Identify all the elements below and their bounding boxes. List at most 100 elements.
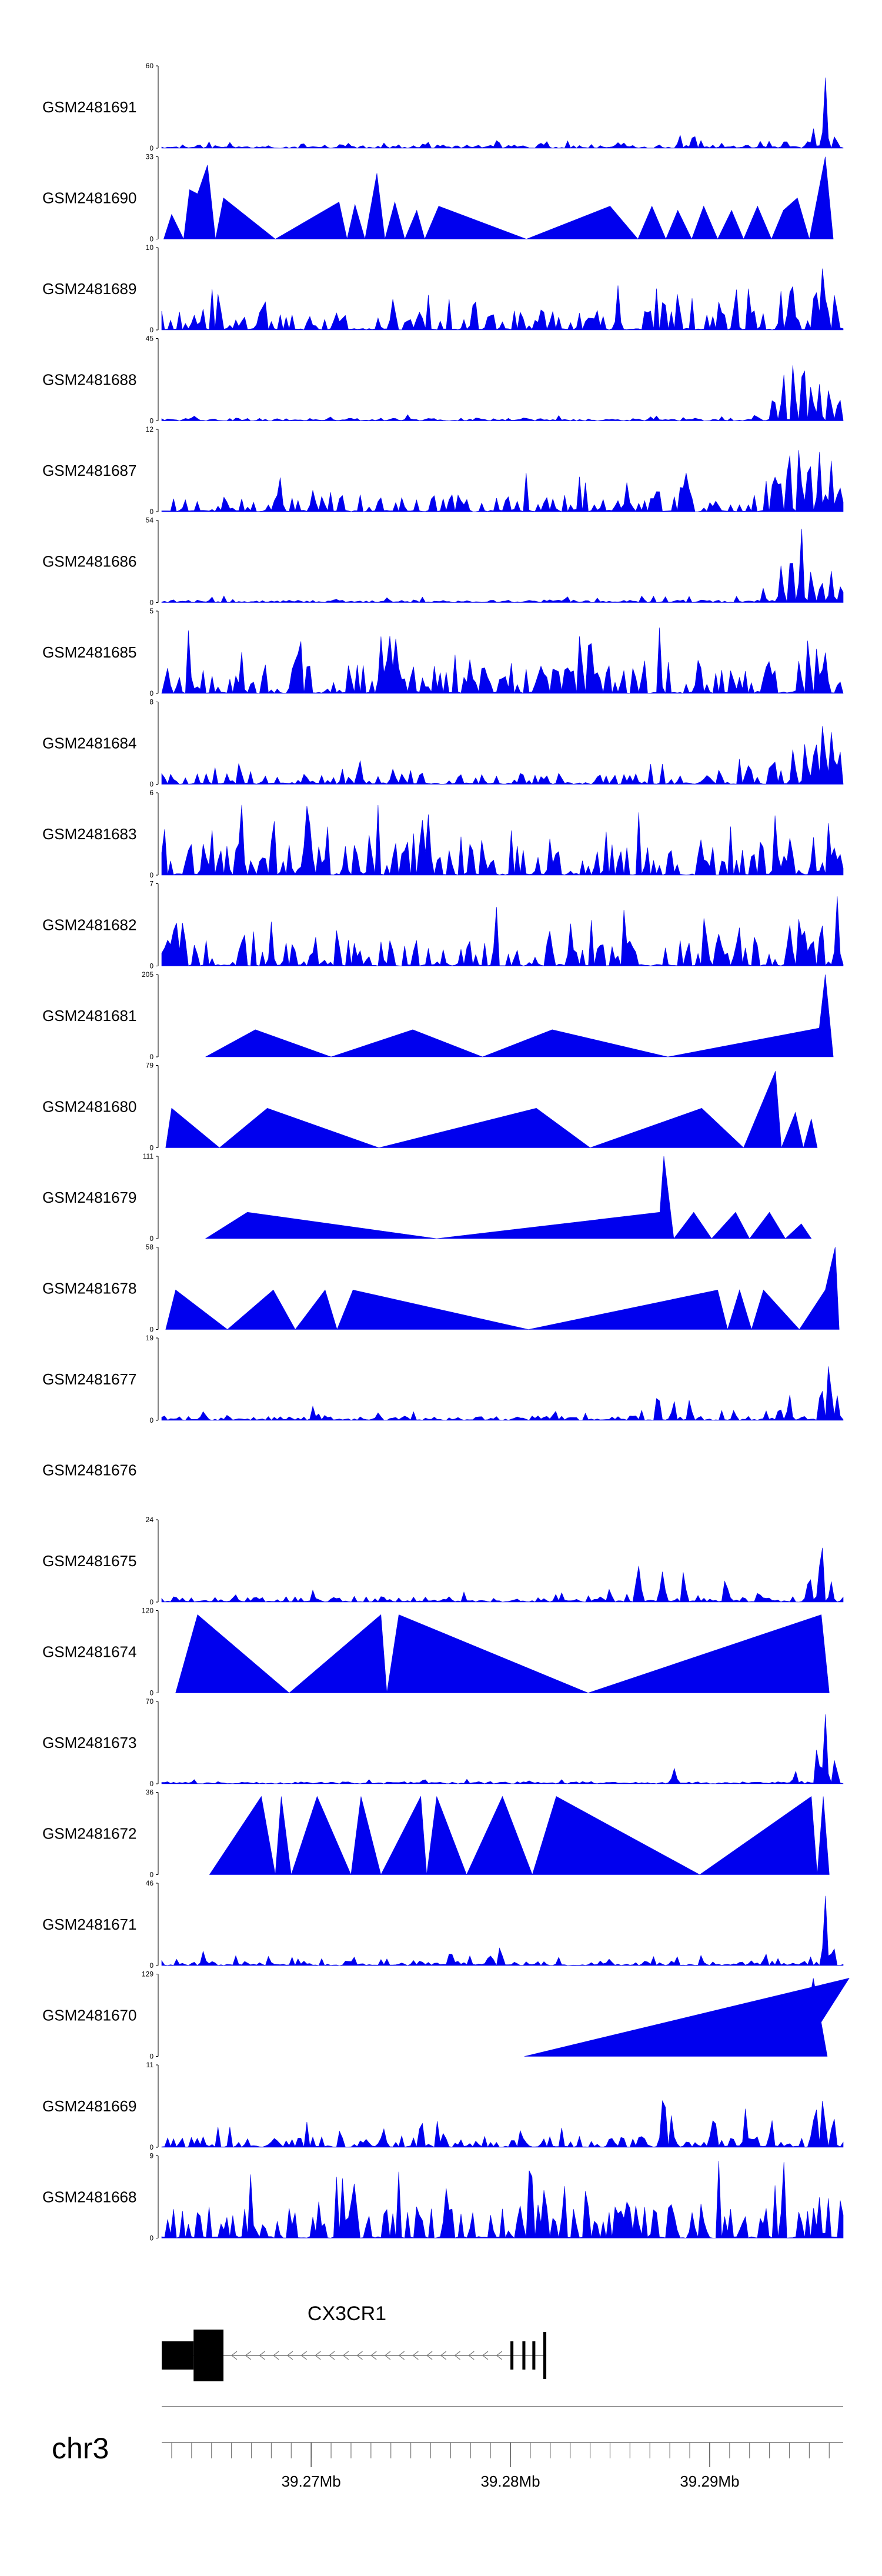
strand-arrow — [315, 2351, 321, 2360]
coverage-area — [165, 1247, 840, 1330]
y-min-label: 0 — [149, 326, 153, 334]
strand-arrow — [370, 2351, 377, 2360]
strand-arrow — [356, 2351, 363, 2360]
y-min-label: 0 — [149, 1871, 153, 1879]
coverage-area — [161, 365, 844, 421]
exon — [532, 2341, 536, 2370]
y-max-label: 79 — [146, 1062, 154, 1070]
track-GSM2481688: GSM2481688 45 0 — [42, 335, 844, 425]
track-label: GSM2481677 — [42, 1370, 136, 1388]
y-max-label: 12 — [146, 425, 154, 433]
y-max-label: 129 — [142, 1970, 153, 1978]
y-max-label: 5 — [149, 607, 153, 615]
y-min-label: 0 — [149, 144, 153, 152]
y-min-label: 0 — [149, 235, 153, 243]
track-GSM2481691: GSM2481691 60 0 — [42, 62, 844, 152]
strand-arrow — [329, 2351, 335, 2360]
y-min-label: 0 — [149, 1053, 153, 1061]
track-label: GSM2481691 — [42, 98, 136, 116]
y-min-label: 0 — [149, 2143, 153, 2151]
y-min-label: 0 — [149, 1961, 153, 1970]
exon — [543, 2332, 547, 2379]
y-min-label: 0 — [149, 1144, 153, 1152]
coverage-tracks: GSM2481691600GSM2481690330GSM2481689100G… — [42, 62, 850, 2243]
coverage-area — [161, 450, 844, 512]
track-GSM2481671: GSM2481671 46 0 — [42, 1879, 844, 1970]
track-label: GSM2481687 — [42, 462, 136, 479]
coverage-area — [161, 2160, 844, 2239]
coverage-area — [165, 1071, 818, 1149]
y-max-label: 6 — [149, 789, 153, 797]
track-label: GSM2481690 — [42, 189, 136, 207]
exon — [510, 2341, 514, 2370]
y-min-label: 0 — [149, 1326, 153, 1334]
coverage-area — [161, 77, 844, 149]
x-tick-label: 39.27Mb — [282, 2472, 341, 2490]
y-min-label: 0 — [149, 871, 153, 879]
y-min-label: 0 — [149, 1598, 153, 1606]
y-max-label: 8 — [149, 698, 153, 706]
coverage-area — [161, 805, 844, 876]
track-GSM2481669: GSM2481669 11 0 — [42, 2061, 844, 2151]
exon — [522, 2341, 526, 2370]
strand-arrow — [398, 2351, 405, 2360]
y-max-label: 36 — [146, 1788, 154, 1797]
exon-cds — [193, 2330, 224, 2381]
coverage-area — [161, 1896, 844, 1966]
y-max-label: 205 — [142, 970, 153, 979]
track-GSM2481670: GSM2481670 129 0 — [42, 1970, 850, 2061]
strand-arrow — [231, 2351, 238, 2360]
y-min-label: 0 — [149, 508, 153, 516]
track-GSM2481672: GSM2481672 36 0 — [42, 1788, 830, 1879]
track-GSM2481682: GSM2481682 7 0 — [42, 880, 844, 970]
track-GSM2481681: GSM2481681 205 0 — [42, 970, 834, 1061]
track-GSM2481676: GSM2481676 — [42, 1461, 136, 1479]
track-label: GSM2481684 — [42, 735, 136, 752]
track-GSM2481674: GSM2481674 120 0 — [42, 1607, 830, 1697]
coverage-area — [161, 1366, 844, 1421]
track-label: GSM2481671 — [42, 1916, 136, 1933]
track-label: GSM2481683 — [42, 825, 136, 843]
track-label: GSM2481689 — [42, 280, 136, 298]
strand-arrow — [426, 2351, 433, 2360]
x-tick-label: 39.28Mb — [480, 2472, 540, 2490]
coverage-area — [161, 1714, 844, 1784]
track-GSM2481685: GSM2481685 5 0 — [42, 607, 844, 698]
track-GSM2481686: GSM2481686 54 0 — [42, 516, 844, 607]
y-max-label: 58 — [146, 1243, 154, 1252]
y-max-label: 19 — [146, 1334, 154, 1342]
coverage-area — [161, 628, 844, 694]
y-max-label: 70 — [146, 1697, 154, 1706]
y-max-label: 46 — [146, 1879, 154, 1887]
track-GSM2481668: GSM2481668 9 0 — [42, 2152, 844, 2243]
track-GSM2481675: GSM2481675 24 0 — [42, 1516, 844, 1606]
strand-arrow — [384, 2351, 391, 2360]
strand-arrow — [496, 2351, 503, 2360]
track-label: GSM2481679 — [42, 1189, 136, 1206]
track-label: GSM2481688 — [42, 371, 136, 389]
strand-arrow — [440, 2351, 447, 2360]
coverage-area — [161, 896, 844, 967]
coverage-area — [209, 1796, 830, 1876]
track-GSM2481684: GSM2481684 8 0 — [42, 698, 844, 789]
track-GSM2481678: GSM2481678 58 0 — [42, 1243, 840, 1334]
y-max-label: 60 — [146, 62, 154, 70]
track-GSM2481673: GSM2481673 70 0 — [42, 1697, 844, 1788]
track-label: GSM2481675 — [42, 1552, 136, 1570]
track-label: GSM2481682 — [42, 916, 136, 934]
track-label: GSM2481676 — [42, 1461, 136, 1479]
strand-arrow — [245, 2351, 252, 2360]
gene-label: CX3CR1 — [308, 2303, 386, 2325]
track-label: GSM2481674 — [42, 1643, 136, 1661]
y-min-label: 0 — [149, 1416, 153, 1424]
strand-arrow — [273, 2351, 279, 2360]
track-label: GSM2481668 — [42, 2188, 136, 2206]
y-min-label: 0 — [149, 689, 153, 698]
gene-track: CX3CR1 — [162, 2303, 547, 2381]
track-GSM2481690: GSM2481690 33 0 — [42, 153, 834, 243]
strand-arrow — [259, 2351, 265, 2360]
track-label: GSM2481681 — [42, 1007, 136, 1025]
strand-arrow — [286, 2351, 293, 2360]
track-label: GSM2481678 — [42, 1280, 136, 1297]
